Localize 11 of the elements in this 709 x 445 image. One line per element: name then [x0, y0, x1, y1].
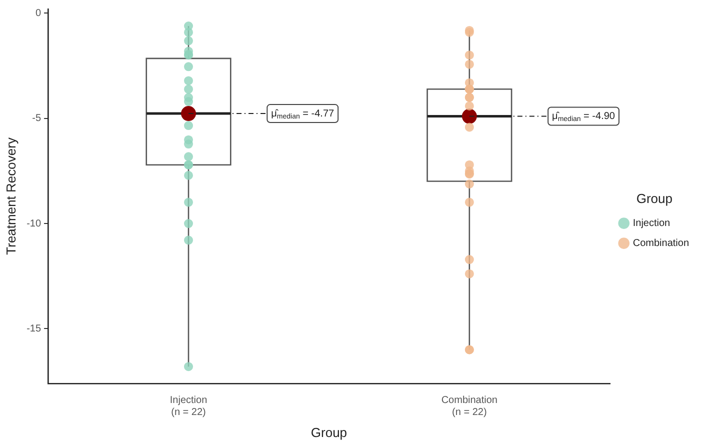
y-tick-label: 0	[35, 8, 42, 19]
y-tick-label: -15	[26, 323, 42, 334]
x-tick-label: Combination (n = 22)	[441, 395, 498, 418]
y-tick-label: -5	[32, 113, 42, 124]
y-tick-label: -10	[26, 218, 42, 230]
x-tick-label: Injection (n = 22)	[170, 395, 208, 418]
legend-label: Injection	[632, 218, 670, 230]
legend-label: Combination	[632, 238, 690, 250]
legend-title: Group	[636, 190, 672, 206]
y-axis-title: Treatment Recovery	[3, 137, 18, 255]
x-axis-title: Group	[310, 424, 348, 440]
